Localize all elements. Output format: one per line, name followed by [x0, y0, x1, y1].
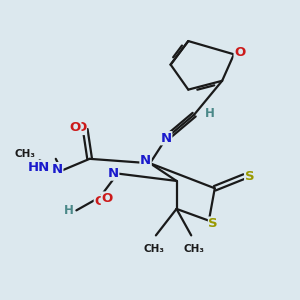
Text: S: S	[245, 170, 254, 183]
Text: H: H	[206, 107, 215, 120]
Text: O: O	[94, 195, 106, 208]
Text: N: N	[160, 132, 172, 145]
Text: H: H	[64, 204, 74, 217]
Text: S: S	[208, 217, 218, 230]
Text: N: N	[140, 154, 151, 167]
Text: N: N	[52, 163, 63, 176]
Text: O: O	[101, 192, 113, 205]
Text: CH₃: CH₃	[184, 244, 205, 254]
Text: O: O	[75, 122, 86, 134]
Text: N: N	[108, 167, 119, 180]
Text: HN: HN	[28, 160, 50, 174]
Text: CH₃: CH₃	[144, 244, 165, 254]
Text: CH₃: CH₃	[14, 149, 35, 159]
Text: O: O	[234, 46, 245, 59]
Text: O: O	[70, 121, 81, 134]
